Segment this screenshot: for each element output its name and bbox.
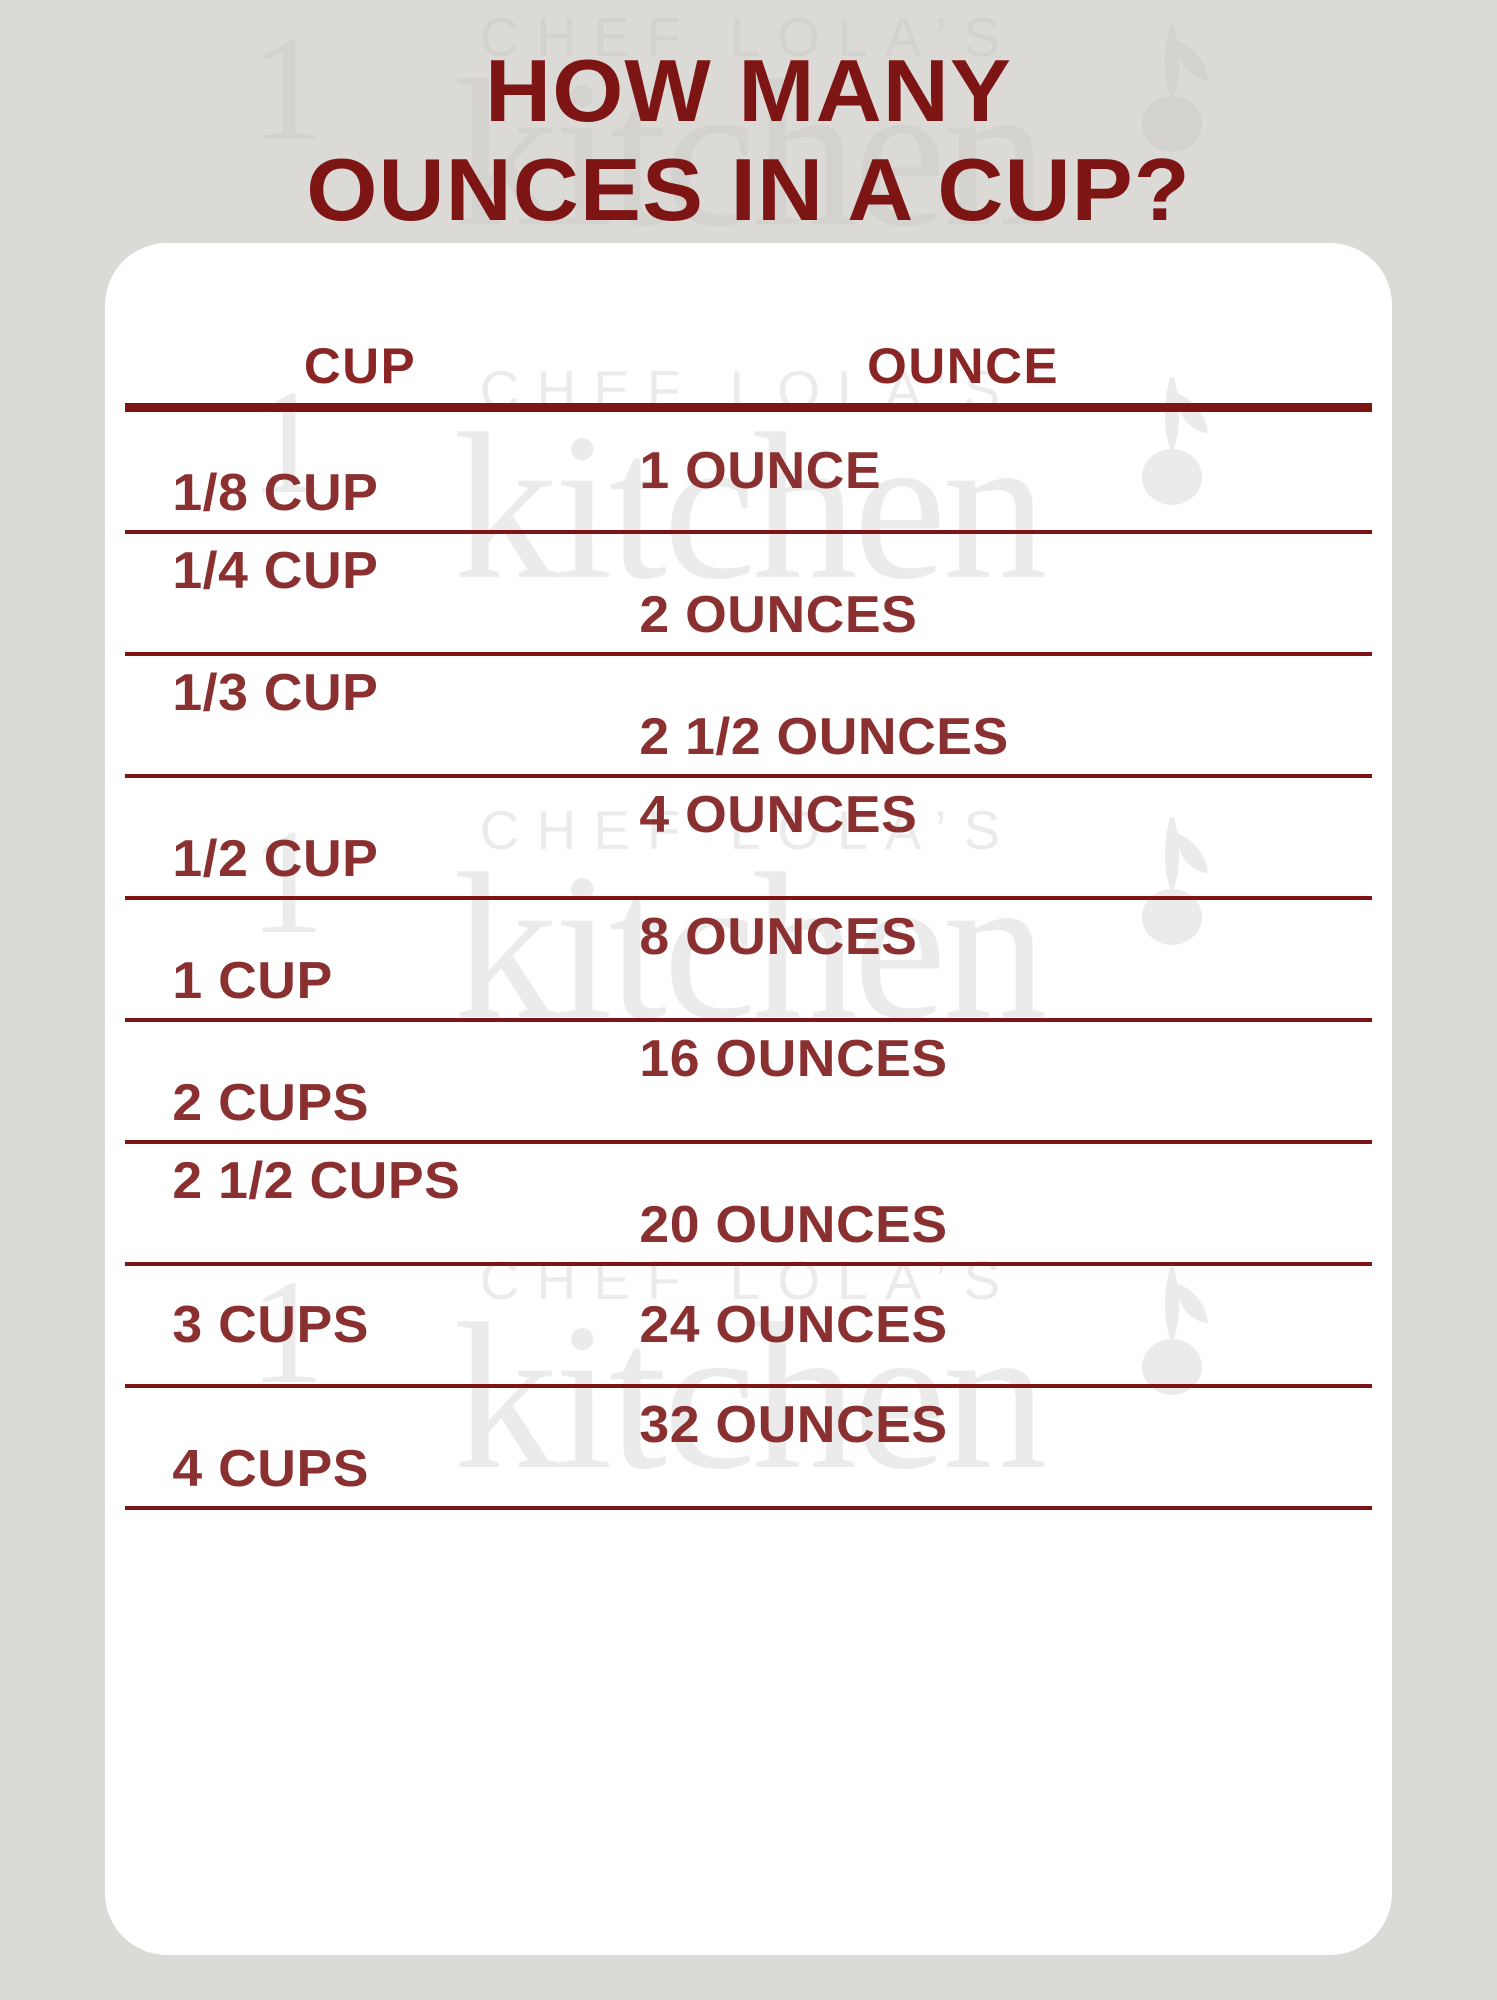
cell-cup: 1/8 CUP [172,464,379,522]
cell-ounce: 16 OUNCES [639,1030,948,1088]
cell-ounce: 24 OUNCES [639,1296,948,1354]
cell-cup: 1/2 CUP [172,830,379,888]
title-line-1: HOW MANY [485,41,1012,140]
table-row: 1/2 CUP 4 OUNCES [125,778,1372,896]
header-divider [125,403,1372,412]
cell-ounce: 2 OUNCES [639,586,918,644]
table-row: 4 CUPS 32 OUNCES [125,1388,1372,1506]
table-row: 2 1/2 CUPS 20 OUNCES [125,1144,1372,1262]
row-divider [125,652,1372,656]
table-row: 1/8 CUP 1 OUNCE [125,412,1372,530]
cell-cup: 1 CUP [172,952,333,1010]
column-header-cup: CUP [303,338,417,394]
table-row: 2 CUPS 16 OUNCES [125,1022,1372,1140]
table-row: 3 CUPS 24 OUNCES [125,1266,1372,1384]
row-divider [125,1140,1372,1144]
cell-ounce: 20 OUNCES [639,1196,948,1254]
cell-ounce: 1 OUNCE [639,442,882,500]
row-divider [125,1262,1372,1266]
cell-cup: 4 CUPS [172,1440,369,1498]
row-divider [125,1384,1372,1388]
cell-cup: 2 CUPS [172,1074,369,1132]
row-divider [125,530,1372,534]
cell-ounce: 8 OUNCES [639,908,918,966]
table-row: 1/3 CUP 2 1/2 OUNCES [125,656,1372,774]
conversion-table: CUP OUNCE 1/8 CUP 1 OUNCE 1/4 CUP 2 OUNC… [105,243,1392,1955]
title-line-2: OUNCES IN A CUP? [306,139,1191,239]
cell-cup: 2 1/2 CUPS [172,1152,461,1210]
cell-ounce: 2 1/2 OUNCES [639,708,1009,766]
row-divider [125,774,1372,778]
table-row: 1/4 CUP 2 OUNCES [125,534,1372,652]
row-divider [125,1506,1372,1510]
column-header-ounce: OUNCE [867,338,1060,394]
cell-ounce: 32 OUNCES [639,1396,948,1454]
cell-ounce: 4 OUNCES [639,786,918,844]
cell-cup: 3 CUPS [172,1296,369,1354]
page-title: HOW MANY OUNCES IN A CUP? [0,41,1497,239]
row-divider [125,1018,1372,1022]
table-header-row: CUP OUNCE [125,313,1372,391]
row-divider [125,896,1372,900]
table-row: 1 CUP 8 OUNCES [125,900,1372,1018]
cell-cup: 1/4 CUP [172,542,379,600]
cell-cup: 1/3 CUP [172,664,379,722]
